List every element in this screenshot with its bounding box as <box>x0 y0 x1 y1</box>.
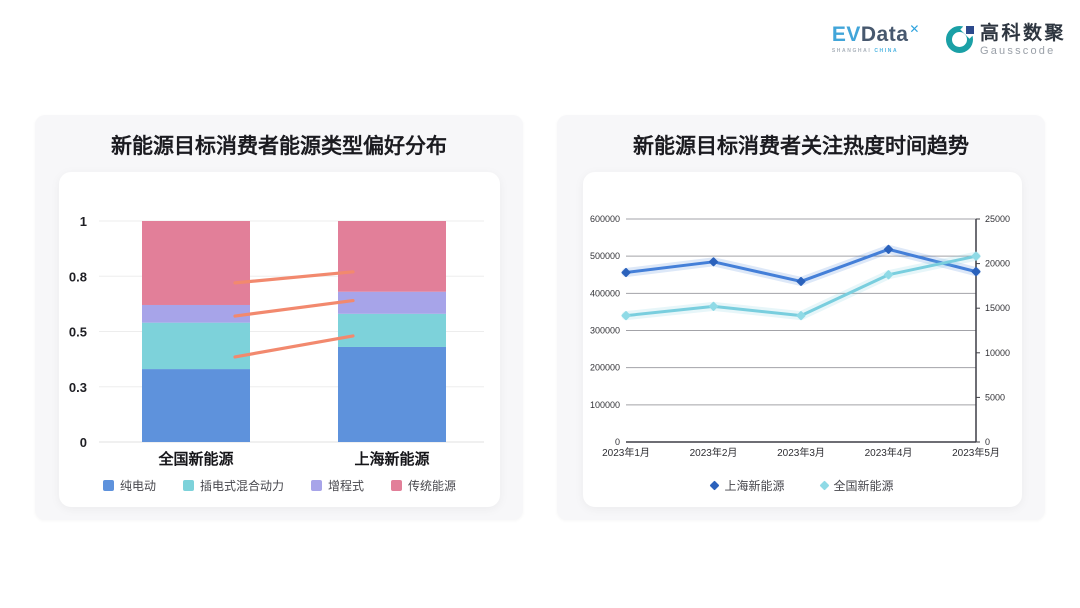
bar-chart-legend: 纯电动 插电式混合动力 增程式 传统能源 <box>59 477 500 494</box>
evdata-x-icon: ✕ <box>909 22 920 36</box>
right-axis-tick-label: 10000 <box>985 348 1010 358</box>
left-axis-tick-label: 600000 <box>590 214 620 224</box>
legend-label: 全国新能源 <box>833 479 894 493</box>
left-axis-tick-label: 400000 <box>590 288 620 298</box>
data-point-marker[interactable] <box>883 244 894 254</box>
legend-item[interactable]: 纯电动 <box>102 477 156 494</box>
line-chart-panel: 0 100000 200000 300000 400000 500000 600000 0 50… <box>583 172 1022 507</box>
legend-label: 纯电动 <box>119 479 156 493</box>
bar-chart-card: 新能源目标消费者能源类型偏好分布 0 0.3 0.5 0.8 1 全国新能源 上海新能源 纯… <box>35 115 523 520</box>
x-axis-tick-label: 2023年1月 <box>602 446 650 459</box>
line-chart-legend: 上海新能源 全国新能源 <box>583 477 1022 494</box>
line-chart-card: 新能源目标消费者关注热度时间趋势 0 100000 200000 300000 4000… <box>557 115 1045 520</box>
data-point-marker[interactable] <box>796 311 806 321</box>
legend-marker-icon <box>710 480 720 491</box>
line-chart-title: 新能源目标消费者关注热度时间趋势 <box>633 135 969 158</box>
left-axis-tick-label: 0 <box>615 437 620 447</box>
y-tick-label: 0.3 <box>69 380 87 395</box>
legend-label: 传统能源 <box>408 479 457 493</box>
gausscode-text: 高科数聚 Gausscode <box>980 24 1066 57</box>
category-label: 上海新能源 <box>354 450 429 468</box>
data-point-marker[interactable] <box>971 251 981 261</box>
legend-item[interactable]: 传统能源 <box>391 477 456 494</box>
left-axis-tick-label: 200000 <box>590 363 620 373</box>
bar-chart: 0 0.3 0.5 0.8 1 全国新能源 上海新能源 <box>59 172 500 507</box>
legend-item[interactable]: 插电式混合动力 <box>182 477 284 494</box>
legend-swatch-icon <box>182 480 194 491</box>
gausscode-ring <box>945 26 973 53</box>
gausscode-name-en: Gausscode <box>979 44 1056 57</box>
y-tick-label: 0 <box>80 435 87 450</box>
gausscode-name-cn: 高科数聚 <box>979 23 1066 44</box>
evdata-ev-text: EV <box>831 23 861 46</box>
bar-segment[interactable] <box>142 322 250 370</box>
right-axis-tick-label: 20000 <box>985 259 1010 269</box>
data-point-marker[interactable] <box>621 311 631 321</box>
evdata-subtitle: SHANGHAI CHINA <box>832 48 920 54</box>
bar-segment[interactable] <box>142 369 250 442</box>
legend-label: 增程式 <box>328 479 365 493</box>
line-chart-svg: 0 100000 200000 300000 400000 500000 600000 0 50… <box>590 214 1010 459</box>
gausscode-logo: 高科数聚 Gausscode <box>945 20 1066 57</box>
bar-segment[interactable] <box>338 346 446 442</box>
gausscode-mark-icon <box>945 20 979 53</box>
x-axis-tick-label: 2023年5月 <box>952 446 1000 459</box>
right-axis-tick-label: 15000 <box>985 303 1010 313</box>
data-point-marker[interactable] <box>621 267 631 278</box>
category-label: 全国新能源 <box>157 450 233 468</box>
evdata-data-text: Data <box>860 23 909 46</box>
legend-marker-icon <box>819 480 829 491</box>
y-tick-label: 1 <box>80 214 87 229</box>
x-axis-tick-label: 2023年3月 <box>777 446 825 459</box>
bar-segment[interactable] <box>338 313 446 347</box>
trend-line <box>233 298 355 318</box>
bar-chart-svg: 0 0.3 0.5 0.8 1 全国新能源 上海新能源 <box>69 214 484 468</box>
bar-chart-title: 新能源目标消费者能源类型偏好分布 <box>111 135 447 158</box>
legend-swatch-icon <box>311 480 322 491</box>
left-axis-tick-label: 500000 <box>590 251 620 261</box>
bar-segment[interactable] <box>338 221 446 292</box>
right-axis-tick-label: 0 <box>985 437 990 447</box>
legend-label: 插电式混合动力 <box>199 479 284 493</box>
data-point-marker[interactable] <box>883 270 894 280</box>
bar-segment[interactable] <box>338 291 446 314</box>
left-axis-tick-label: 300000 <box>590 326 620 336</box>
evdata-subtitle-left: SHANGHAI <box>831 48 872 54</box>
legend-item[interactable]: 全国新能源 <box>819 477 894 494</box>
legend-swatch-icon <box>102 480 114 491</box>
gausscode-square <box>965 26 974 34</box>
x-axis-tick-label: 2023年2月 <box>690 446 738 459</box>
evdata-subtitle-right: CHINA <box>874 48 899 54</box>
legend-label: 上海新能源 <box>724 479 785 493</box>
logo-bar: EVData✕ SHANGHAI CHINA 高科数聚 Gausscode <box>831 20 1066 57</box>
data-point-marker[interactable] <box>708 257 719 267</box>
legend-swatch-icon <box>391 480 403 491</box>
legend-item[interactable]: 上海新能源 <box>710 477 785 494</box>
legend-item[interactable]: 增程式 <box>311 477 364 494</box>
right-axis-tick-label: 5000 <box>985 392 1005 402</box>
right-axis-tick-label: 25000 <box>985 214 1010 224</box>
x-axis-tick-label: 2023年4月 <box>865 446 913 459</box>
data-point-marker[interactable] <box>796 276 806 286</box>
bar-segment[interactable] <box>142 304 250 323</box>
data-point-marker[interactable] <box>971 267 981 277</box>
bar-segment[interactable] <box>142 221 250 305</box>
evdata-wordmark: EVData✕ <box>831 22 920 46</box>
left-axis-tick-label: 100000 <box>590 400 620 410</box>
y-tick-label: 0.5 <box>69 325 87 340</box>
trend-line <box>233 334 355 359</box>
bar-chart-panel: 0 0.3 0.5 0.8 1 全国新能源 上海新能源 纯电动 插电式混合动力 增程式 传统能源 <box>59 172 500 507</box>
trend-line <box>233 270 355 285</box>
evdata-logo: EVData✕ SHANGHAI CHINA <box>831 22 930 54</box>
data-point-marker[interactable] <box>708 301 719 311</box>
line-chart: 0 100000 200000 300000 400000 500000 600000 0 50… <box>583 172 1022 507</box>
y-tick-label: 0.8 <box>69 269 87 284</box>
